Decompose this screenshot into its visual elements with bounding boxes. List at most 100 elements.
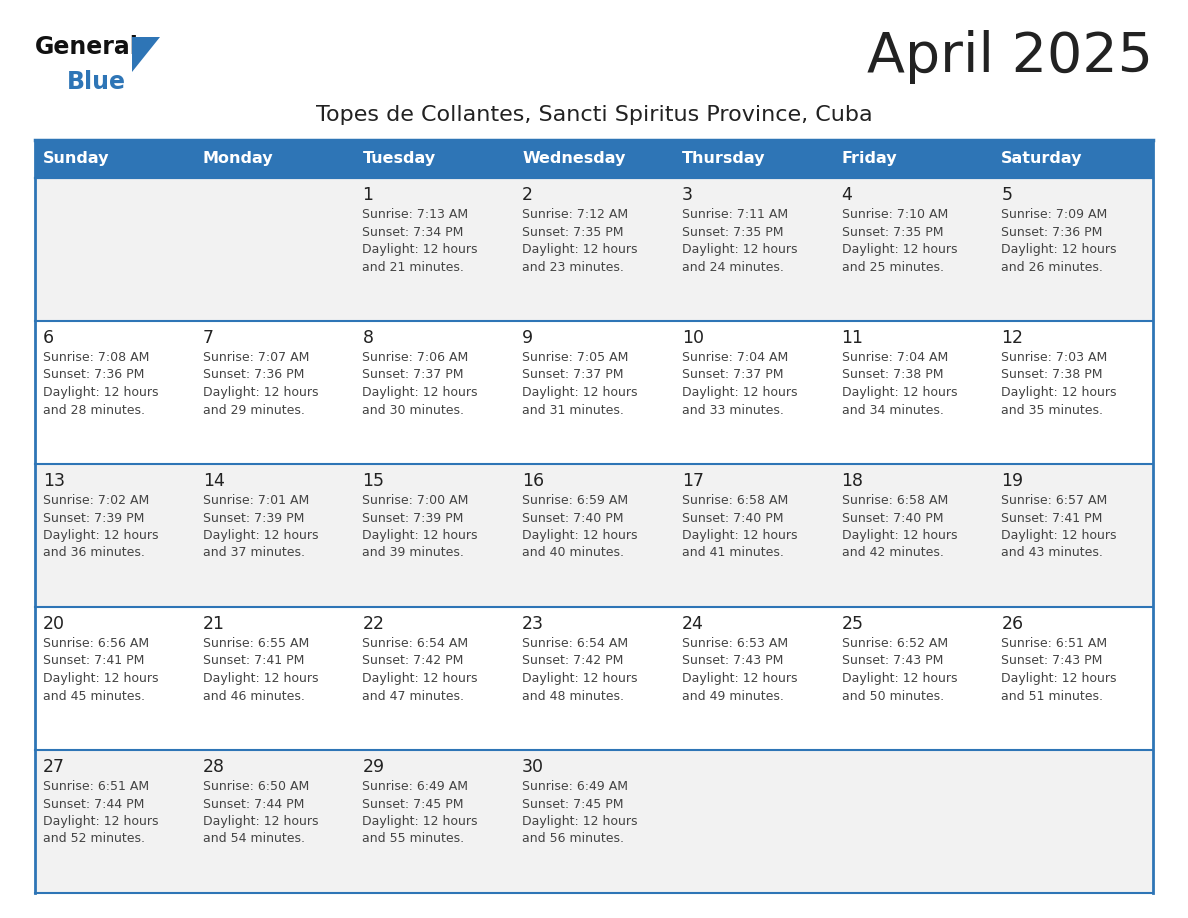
Text: 17: 17 [682,472,703,490]
Text: Daylight: 12 hours: Daylight: 12 hours [841,243,958,256]
Text: 1: 1 [362,186,373,204]
Text: 12: 12 [1001,329,1023,347]
Bar [354,607,514,750]
Text: Sunset: 7:44 PM: Sunset: 7:44 PM [43,798,145,811]
Text: Sunset: 7:35 PM: Sunset: 7:35 PM [841,226,943,239]
Text: 24: 24 [682,615,703,633]
Text: and 46 minutes.: and 46 minutes. [203,689,304,702]
Text: Sunset: 7:40 PM: Sunset: 7:40 PM [682,511,783,524]
Text: and 54 minutes.: and 54 minutes. [203,833,304,845]
Text: 13: 13 [43,472,65,490]
Text: Sunset: 7:44 PM: Sunset: 7:44 PM [203,798,304,811]
Text: and 21 minutes.: and 21 minutes. [362,261,465,274]
Text: and 40 minutes.: and 40 minutes. [523,546,624,559]
Text: Sunday: Sunday [43,151,109,166]
Bar [514,607,674,750]
Text: Sunrise: 7:13 AM: Sunrise: 7:13 AM [362,208,468,221]
Text: 11: 11 [841,329,864,347]
Text: Daylight: 12 hours: Daylight: 12 hours [43,386,158,399]
Text: Sunrise: 7:02 AM: Sunrise: 7:02 AM [43,494,150,507]
Text: 27: 27 [43,758,65,776]
Text: Daylight: 12 hours: Daylight: 12 hours [682,672,797,685]
Text: Daylight: 12 hours: Daylight: 12 hours [1001,672,1117,685]
Text: Sunset: 7:43 PM: Sunset: 7:43 PM [682,655,783,667]
Text: and 29 minutes.: and 29 minutes. [203,404,304,417]
Text: Sunrise: 7:03 AM: Sunrise: 7:03 AM [1001,351,1107,364]
Text: Sunset: 7:42 PM: Sunset: 7:42 PM [523,655,624,667]
Text: and 49 minutes.: and 49 minutes. [682,689,784,702]
Text: Sunrise: 6:50 AM: Sunrise: 6:50 AM [203,780,309,793]
Bar [34,321,195,464]
Text: Sunrise: 6:49 AM: Sunrise: 6:49 AM [523,780,628,793]
Text: Daylight: 12 hours: Daylight: 12 hours [43,529,158,542]
Text: 5: 5 [1001,186,1012,204]
Bar [834,178,993,321]
Bar [514,464,674,607]
Text: Daylight: 12 hours: Daylight: 12 hours [1001,243,1117,256]
Text: 26: 26 [1001,615,1023,633]
Text: Daylight: 12 hours: Daylight: 12 hours [523,815,638,828]
Text: Sunrise: 6:55 AM: Sunrise: 6:55 AM [203,637,309,650]
Bar [514,140,674,178]
Text: 4: 4 [841,186,853,204]
Text: Sunrise: 6:51 AM: Sunrise: 6:51 AM [43,780,150,793]
Text: 18: 18 [841,472,864,490]
Text: Blue: Blue [67,70,126,94]
Text: and 41 minutes.: and 41 minutes. [682,546,784,559]
Text: Daylight: 12 hours: Daylight: 12 hours [523,386,638,399]
Text: Sunset: 7:37 PM: Sunset: 7:37 PM [523,368,624,382]
Text: Sunset: 7:40 PM: Sunset: 7:40 PM [523,511,624,524]
Bar [834,321,993,464]
Text: Wednesday: Wednesday [523,151,626,166]
Text: 14: 14 [203,472,225,490]
Bar [993,321,1154,464]
Text: Sunset: 7:37 PM: Sunset: 7:37 PM [682,368,783,382]
Text: 8: 8 [362,329,373,347]
Bar [993,464,1154,607]
Text: 16: 16 [523,472,544,490]
Text: and 55 minutes.: and 55 minutes. [362,833,465,845]
Text: Sunrise: 6:58 AM: Sunrise: 6:58 AM [682,494,788,507]
Text: Sunrise: 6:57 AM: Sunrise: 6:57 AM [1001,494,1107,507]
Bar [993,178,1154,321]
Text: Sunrise: 6:59 AM: Sunrise: 6:59 AM [523,494,628,507]
Text: Sunset: 7:39 PM: Sunset: 7:39 PM [203,511,304,524]
Bar [674,140,834,178]
Text: 10: 10 [682,329,703,347]
Text: Sunrise: 7:08 AM: Sunrise: 7:08 AM [43,351,150,364]
Text: Sunrise: 6:56 AM: Sunrise: 6:56 AM [43,637,150,650]
Text: Sunrise: 7:07 AM: Sunrise: 7:07 AM [203,351,309,364]
Text: and 50 minutes.: and 50 minutes. [841,689,943,702]
Text: Thursday: Thursday [682,151,765,166]
Bar [195,321,354,464]
Text: 3: 3 [682,186,693,204]
Text: Sunset: 7:41 PM: Sunset: 7:41 PM [1001,511,1102,524]
Text: and 52 minutes.: and 52 minutes. [43,833,145,845]
Text: Sunrise: 7:06 AM: Sunrise: 7:06 AM [362,351,468,364]
Bar [514,178,674,321]
Text: Sunrise: 7:09 AM: Sunrise: 7:09 AM [1001,208,1107,221]
Bar [514,750,674,893]
Text: Saturday: Saturday [1001,151,1082,166]
Bar [834,464,993,607]
Text: Sunrise: 6:58 AM: Sunrise: 6:58 AM [841,494,948,507]
Text: and 47 minutes.: and 47 minutes. [362,689,465,702]
Text: Sunrise: 6:54 AM: Sunrise: 6:54 AM [523,637,628,650]
Text: 22: 22 [362,615,385,633]
Text: 19: 19 [1001,472,1023,490]
Bar [993,750,1154,893]
Text: Sunset: 7:43 PM: Sunset: 7:43 PM [841,655,943,667]
Text: and 23 minutes.: and 23 minutes. [523,261,624,274]
Text: 29: 29 [362,758,385,776]
Text: 23: 23 [523,615,544,633]
Text: and 24 minutes.: and 24 minutes. [682,261,784,274]
Text: Sunrise: 6:49 AM: Sunrise: 6:49 AM [362,780,468,793]
Bar [354,750,514,893]
Text: and 28 minutes.: and 28 minutes. [43,404,145,417]
Text: Sunset: 7:40 PM: Sunset: 7:40 PM [841,511,943,524]
Text: and 51 minutes.: and 51 minutes. [1001,689,1104,702]
Text: Sunset: 7:38 PM: Sunset: 7:38 PM [841,368,943,382]
Bar [674,464,834,607]
Text: and 26 minutes.: and 26 minutes. [1001,261,1104,274]
Text: Daylight: 12 hours: Daylight: 12 hours [43,815,158,828]
